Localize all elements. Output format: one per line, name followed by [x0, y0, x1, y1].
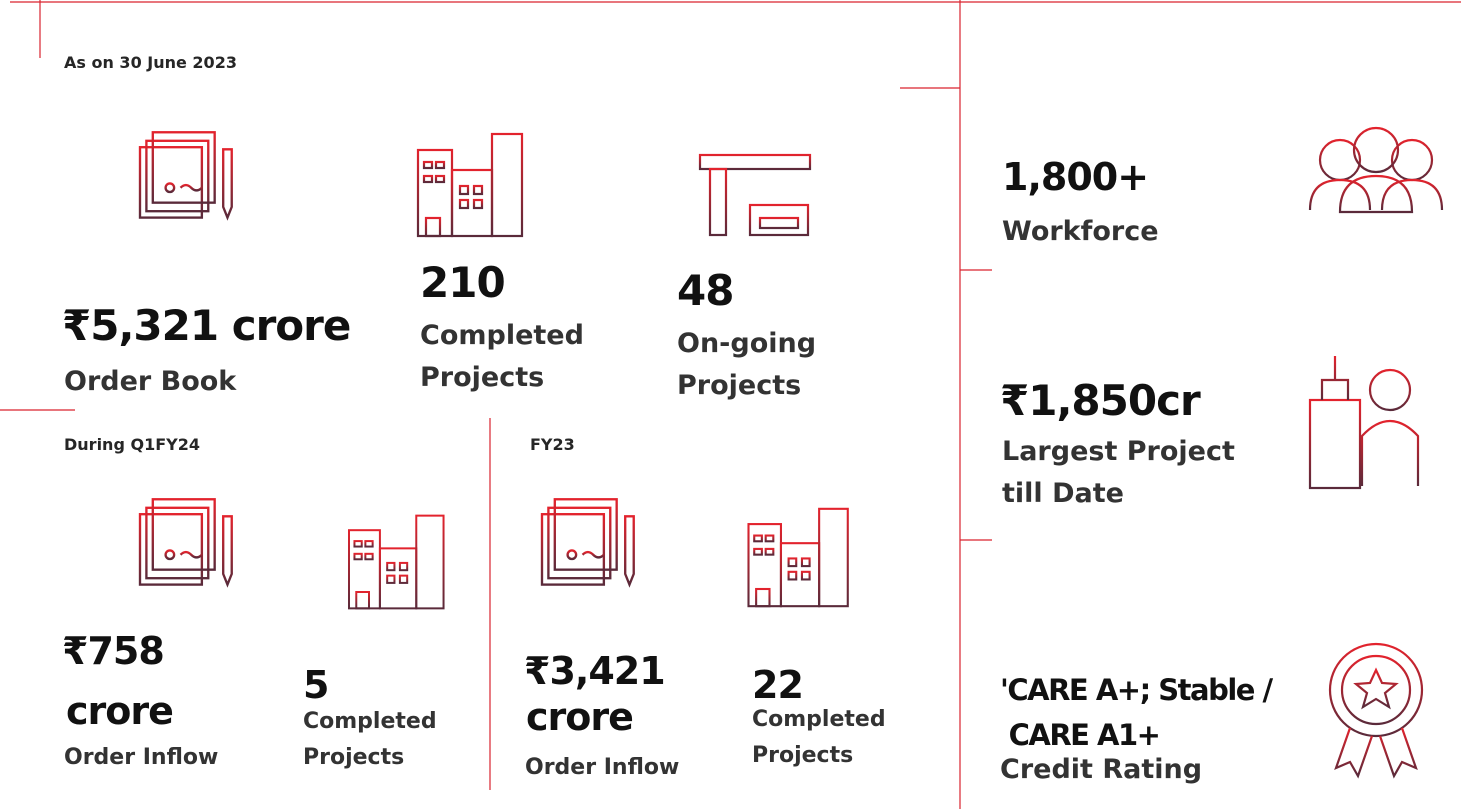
label: Completed: [420, 320, 584, 351]
label: On-going: [677, 328, 816, 359]
rating-icon: [1328, 642, 1424, 779]
project-icon: [1308, 356, 1420, 490]
value: ₹3,421: [524, 649, 665, 693]
label: Largest Project: [1002, 436, 1235, 467]
value: ₹1,850cr: [1000, 376, 1201, 425]
value: CARE A1+: [1000, 718, 1159, 752]
value: crore: [526, 695, 633, 739]
section-heading: FY23: [530, 435, 575, 454]
as-on-date: As on 30 June 2023: [64, 53, 237, 72]
label: Order Inflow: [64, 745, 218, 770]
value: 1,800+: [1002, 155, 1148, 199]
label: Order Book: [64, 366, 237, 397]
label: Completed: [303, 709, 437, 734]
icons: [138, 126, 1444, 779]
value: 210: [420, 258, 505, 307]
label: Credit Rating: [1000, 754, 1202, 785]
value: 48: [677, 266, 733, 315]
value: 5: [303, 663, 328, 707]
label: Projects: [677, 370, 801, 401]
value: ₹758: [62, 629, 164, 673]
label: Projects: [420, 362, 544, 393]
label: Completed: [752, 707, 886, 732]
label: Projects: [752, 743, 853, 768]
label: Workforce: [1002, 216, 1159, 247]
value: 22: [752, 663, 803, 707]
value: ₹5,321 crore: [62, 301, 350, 350]
section-heading: During Q1FY24: [64, 435, 200, 454]
workforce-icon: [1308, 126, 1444, 214]
label: Order Inflow: [525, 755, 679, 780]
label: Projects: [303, 745, 404, 770]
label: till Date: [1002, 478, 1124, 509]
crane-icon: [698, 153, 812, 237]
value: crore: [66, 689, 173, 733]
value: 'CARE A+; Stable /: [1000, 673, 1274, 707]
